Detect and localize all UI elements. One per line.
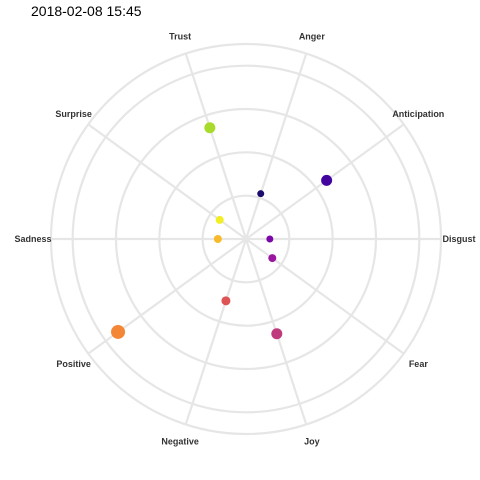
spoke-trust [184,53,248,240]
point-positive [111,324,126,339]
axis-label-negative: Negative [161,437,199,447]
point-fear [268,254,277,263]
data-points [111,122,333,340]
axis-label-fear: Fear [409,359,429,369]
axis-label-anger: Anger [299,31,326,41]
point-trust [204,122,216,134]
axis-label-surprise: Surprise [55,109,92,119]
axis-label-disgust: Disgust [442,234,475,244]
axis-label-sadness: Sadness [14,234,51,244]
axis-label-joy: Joy [304,437,320,447]
point-joy [271,328,283,340]
axis-label-anticipation: Anticipation [392,109,444,119]
point-disgust [266,235,274,243]
axis-label-trust: Trust [169,31,191,41]
point-sadness [213,235,222,243]
axis-labels: Anger Anticipation Disgust Fear Joy Negative P… [14,31,475,446]
chart-title: 2018-02-08 15:45 [31,3,142,19]
spoke-anger [244,53,308,240]
point-anticipation [321,174,333,186]
point-surprise [215,215,224,224]
point-negative [221,296,231,306]
axis-label-positive: Positive [56,359,91,369]
spoke-positive [87,238,247,355]
point-anger [257,190,265,198]
spoke-negative [184,238,248,425]
